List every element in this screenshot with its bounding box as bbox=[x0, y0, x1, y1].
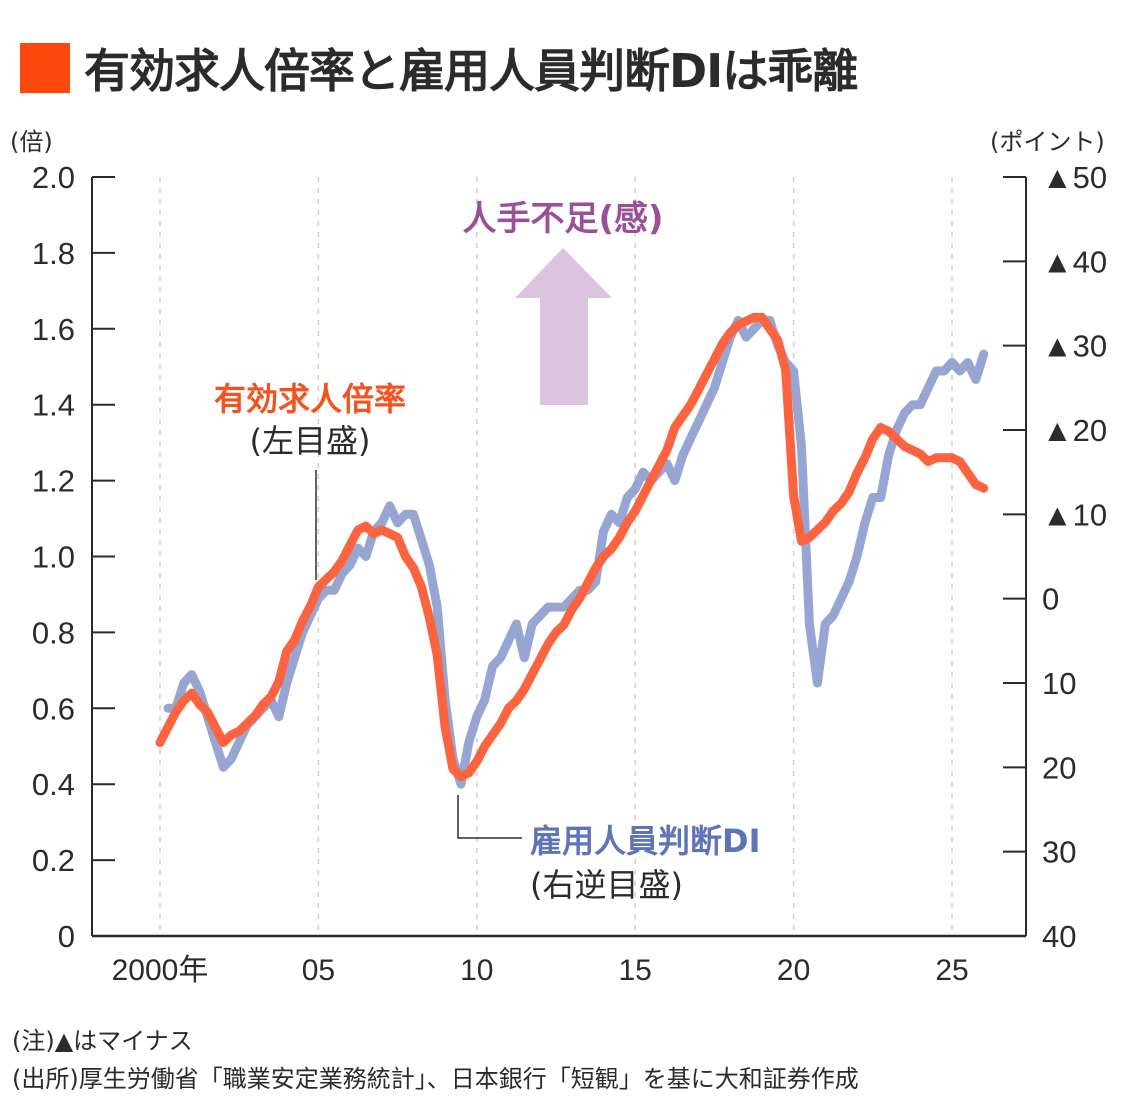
x-axis: 2000年 05 10 15 20 25 bbox=[92, 934, 1026, 987]
note-text: (注)▲はマイナス bbox=[12, 1027, 193, 1055]
chart-notes: (注)▲はマイナス (出所)厚生労働省「職業安定業務統計」、日本銀行「短観」を基… bbox=[12, 1022, 859, 1098]
right-tick-label: ▲20 bbox=[1042, 413, 1107, 448]
right-tick-label: 40 bbox=[1042, 919, 1076, 954]
right-axis: ▲50 ▲40 ▲30 ▲20 ▲10 0 10 20 30 40 bbox=[1003, 160, 1107, 954]
di-series-sublabel: (右逆目盛) bbox=[530, 866, 683, 904]
title-marker bbox=[20, 43, 70, 93]
left-axis: 0 0.2 0.4 0.6 0.8 1.0 1.2 1.4 1.6 1.8 2.0 bbox=[32, 160, 115, 954]
right-tick-label: 30 bbox=[1042, 835, 1076, 870]
x-tick-label: 2000年 bbox=[112, 954, 209, 987]
shortage-arrow bbox=[515, 248, 612, 405]
chart-svg: 0 0.2 0.4 0.6 0.8 1.0 1.2 1.4 1.6 1.8 2.0 ▲50 ▲40 ▲3… bbox=[32, 160, 1107, 987]
left-tick-label: 0.2 bbox=[32, 843, 75, 878]
left-tick-label: 1.6 bbox=[32, 312, 75, 347]
source-text: (出所)厚生労働省「職業安定業務統計」、日本銀行「短観」を基に大和証券作成 bbox=[12, 1065, 859, 1093]
x-tick-label: 05 bbox=[302, 954, 335, 987]
left-tick-label: 1.4 bbox=[32, 388, 75, 423]
ratio-series-label: 有効求人倍率 bbox=[214, 380, 406, 418]
left-tick-label: 1.0 bbox=[32, 540, 75, 575]
left-tick-label: 2.0 bbox=[32, 160, 75, 195]
x-tick-label: 20 bbox=[777, 954, 810, 987]
left-tick-label: 1.2 bbox=[32, 464, 75, 499]
shortage-label: 人手不足(感) bbox=[462, 199, 663, 239]
left-axis-unit: (倍) bbox=[10, 128, 53, 156]
x-tick-label: 15 bbox=[619, 954, 652, 987]
left-tick-label: 1.8 bbox=[32, 236, 75, 271]
left-tick-label: 0.8 bbox=[32, 615, 75, 650]
chart-title-block: 有効求人倍率と雇用人員判断DIは乖離 bbox=[20, 38, 858, 98]
di-series-label: 雇用人員判断DI bbox=[530, 822, 760, 860]
right-tick-label: 10 bbox=[1042, 666, 1076, 701]
x-tick-label: 10 bbox=[460, 954, 493, 987]
right-tick-label: 0 bbox=[1042, 582, 1059, 617]
di-leader-line bbox=[457, 795, 522, 839]
right-tick-label: ▲10 bbox=[1042, 497, 1107, 532]
series-layer bbox=[155, 312, 989, 789]
di-series-line bbox=[163, 315, 989, 789]
right-tick-label: ▲30 bbox=[1042, 329, 1107, 364]
x-tick-label: 25 bbox=[935, 954, 968, 987]
left-tick-label: 0 bbox=[58, 919, 75, 954]
right-tick-label: ▲50 bbox=[1042, 160, 1107, 195]
ratio-series-sublabel: (左目盛) bbox=[250, 422, 371, 460]
chart-title: 有効求人倍率と雇用人員判断DIは乖離 bbox=[84, 44, 858, 98]
left-tick-label: 0.6 bbox=[32, 691, 75, 726]
right-axis-unit: (ポイント) bbox=[990, 128, 1105, 156]
right-tick-label: ▲40 bbox=[1042, 244, 1107, 279]
ratio-series-line bbox=[155, 312, 989, 782]
up-arrow-icon bbox=[515, 248, 612, 405]
right-tick-label: 20 bbox=[1042, 750, 1076, 785]
left-tick-label: 0.4 bbox=[32, 767, 75, 802]
